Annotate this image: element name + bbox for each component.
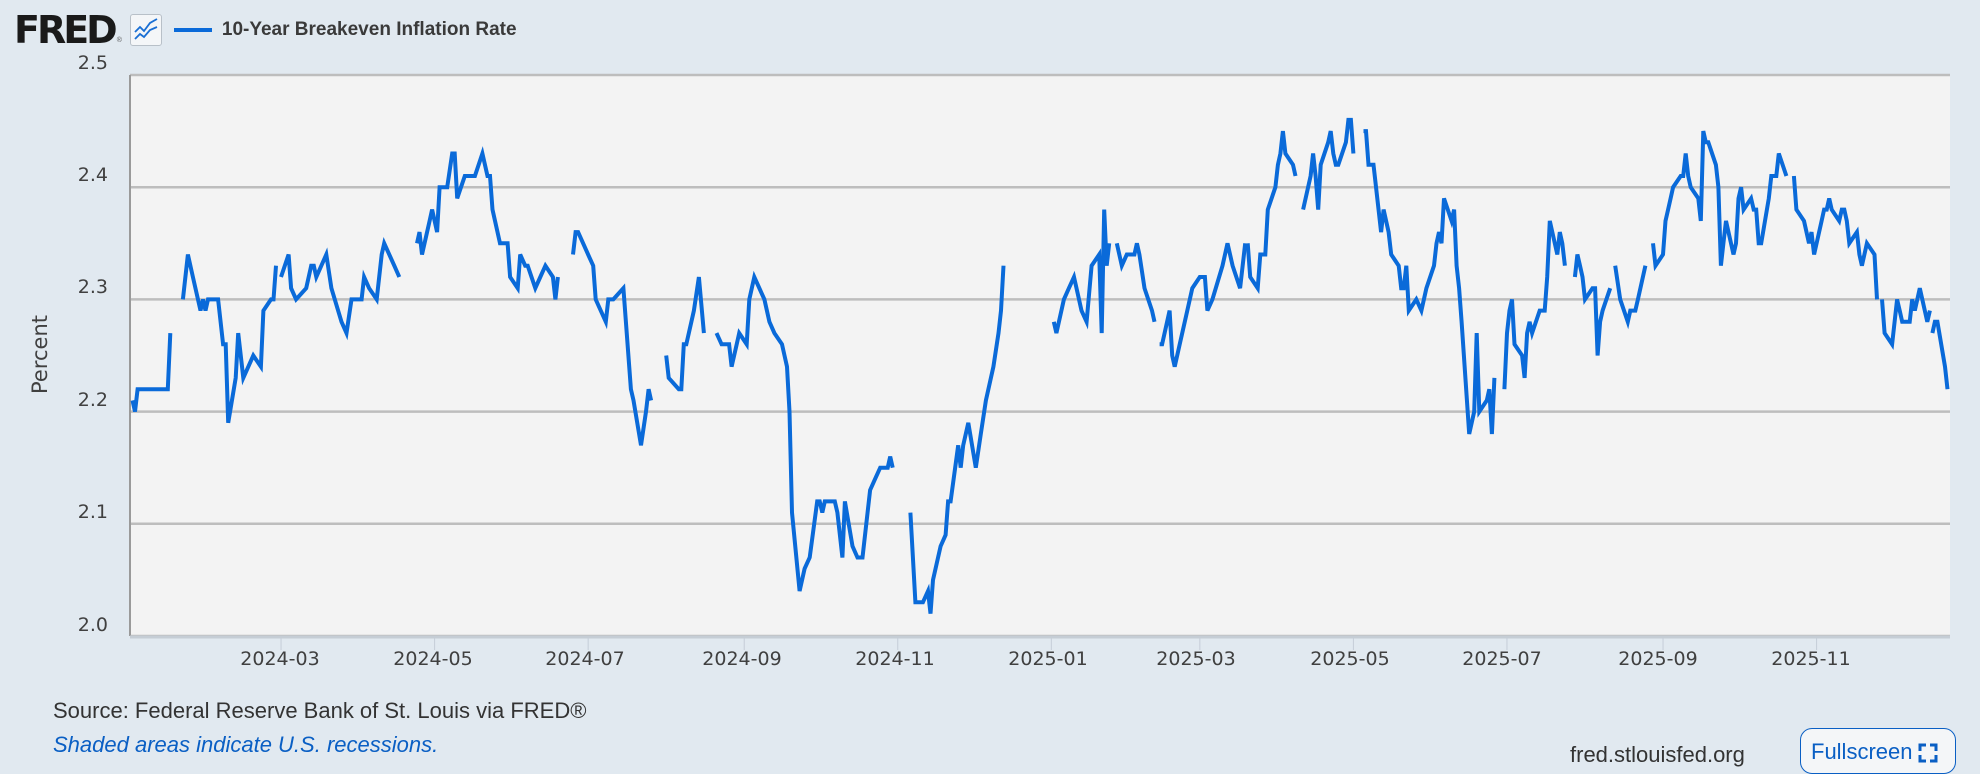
y-axis-title: Percent bbox=[28, 314, 52, 394]
y-tick-label: 2.0 bbox=[77, 614, 108, 636]
recession-note: Shaded areas indicate U.S. recessions. bbox=[53, 732, 439, 757]
site-link[interactable]: fred.stlouisfed.org bbox=[1570, 742, 1745, 767]
x-tick-label: 2024-09 bbox=[702, 648, 782, 670]
fred-logo[interactable]: FRED bbox=[14, 8, 118, 52]
y-tick-label: 2.4 bbox=[77, 164, 108, 186]
source-note: Source: Federal Reserve Bank of St. Loui… bbox=[53, 698, 587, 723]
legend: 10-Year Breakeven Inflation Rate bbox=[173, 19, 517, 41]
x-tick-label: 2025-03 bbox=[1156, 648, 1236, 670]
x-tick-label: 2024-07 bbox=[545, 648, 625, 670]
registered-mark: ® bbox=[116, 37, 122, 44]
legend-swatch bbox=[173, 28, 212, 32]
y-tick-label: 2.5 bbox=[77, 52, 108, 74]
x-tick-label: 2025-05 bbox=[1310, 648, 1390, 670]
x-tick-label: 2024-03 bbox=[240, 648, 320, 670]
x-tick-label: 2025-01 bbox=[1008, 648, 1088, 670]
y-tick-label: 2.3 bbox=[77, 276, 108, 298]
x-tick-label: 2024-11 bbox=[855, 648, 935, 670]
line-chart-icon[interactable] bbox=[129, 14, 162, 46]
x-tick-label: 2025-09 bbox=[1618, 648, 1698, 670]
fullscreen-label: Fullscreen bbox=[1811, 739, 1913, 764]
y-tick-label: 2.1 bbox=[77, 501, 108, 523]
x-tick-label: 2025-07 bbox=[1462, 648, 1542, 670]
x-tick-label: 2024-05 bbox=[393, 648, 473, 670]
x-tick-label: 2025-11 bbox=[1771, 648, 1851, 670]
expand-icon bbox=[1918, 743, 1938, 769]
legend-label[interactable]: 10-Year Breakeven Inflation Rate bbox=[221, 19, 517, 40]
fullscreen-button[interactable]: Fullscreen bbox=[1800, 728, 1956, 774]
chart-header: FRED ® 10-Year Breakeven Inflation Rate bbox=[14, 10, 517, 50]
y-tick-label: 2.2 bbox=[77, 389, 108, 411]
